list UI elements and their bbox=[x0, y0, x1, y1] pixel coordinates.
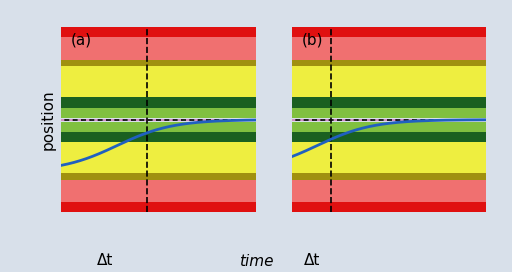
Bar bbox=[61, 122, 256, 132]
Bar bbox=[61, 142, 256, 173]
Text: time: time bbox=[239, 254, 273, 269]
Bar bbox=[61, 180, 256, 202]
Bar bbox=[61, 37, 256, 60]
Bar bbox=[292, 180, 486, 202]
Bar bbox=[61, 66, 256, 97]
Bar bbox=[61, 202, 256, 212]
Bar bbox=[292, 27, 486, 37]
Text: (a): (a) bbox=[71, 33, 92, 48]
Bar bbox=[292, 97, 486, 108]
Bar bbox=[292, 142, 486, 173]
Text: Δt: Δt bbox=[97, 253, 113, 268]
Bar bbox=[292, 122, 486, 132]
Bar bbox=[292, 132, 486, 142]
Bar bbox=[292, 202, 486, 212]
Text: (b): (b) bbox=[302, 33, 323, 48]
Bar bbox=[61, 27, 256, 37]
Bar bbox=[61, 60, 256, 66]
Bar bbox=[292, 108, 486, 118]
Bar bbox=[292, 60, 486, 66]
Bar bbox=[61, 132, 256, 142]
Bar bbox=[61, 173, 256, 180]
Text: Δt: Δt bbox=[304, 253, 321, 268]
Bar bbox=[61, 108, 256, 118]
Bar bbox=[292, 66, 486, 97]
Y-axis label: position: position bbox=[41, 89, 56, 150]
Bar bbox=[292, 37, 486, 60]
Bar bbox=[292, 173, 486, 180]
Bar bbox=[61, 97, 256, 108]
